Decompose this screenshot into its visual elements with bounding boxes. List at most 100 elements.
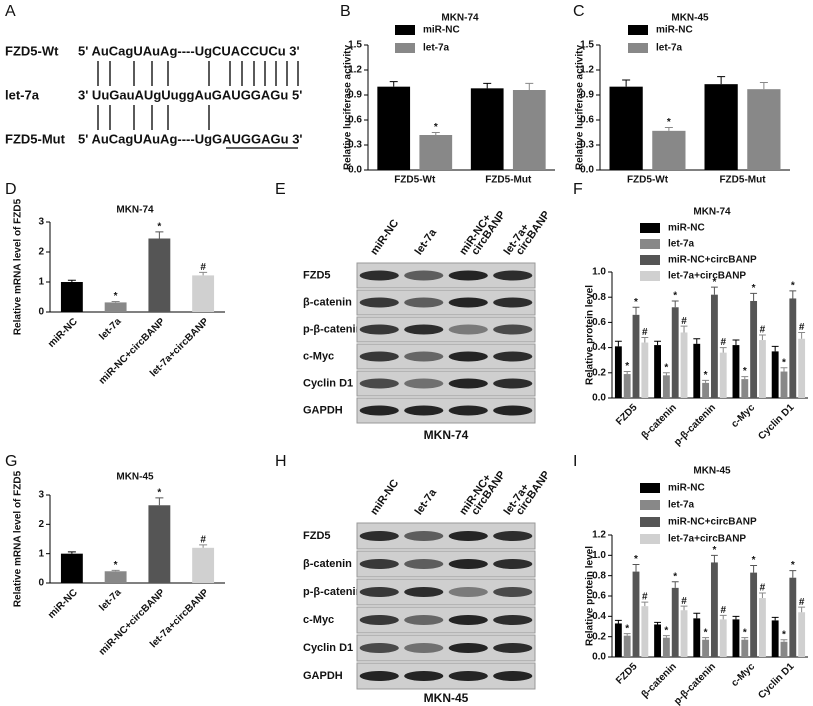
error-bar [789,290,797,299]
significance-mark: * [114,560,118,571]
panel-label: I [573,453,577,470]
legend-swatch [628,43,648,53]
error-bar [662,372,670,376]
blot-band [493,615,533,625]
bar [702,639,710,657]
bar [641,342,649,398]
y-tick-label: 1 [38,277,44,288]
bar [747,89,781,170]
bar [512,90,546,170]
error-bar [623,633,631,636]
y-tick-label: 0.4 [592,342,606,353]
significance-mark: * [743,366,747,377]
significance-mark: * [434,122,438,133]
chart-title: MKN-45 [693,466,731,477]
y-tick-label: 0.3 [580,140,594,151]
bar [680,332,688,398]
error-bar [732,339,740,346]
y-tick-label: 0.8 [592,292,606,303]
y-tick-label: 1.0 [592,267,606,278]
bar [789,577,797,657]
panel-label: D [5,181,17,198]
error-bar [771,345,779,352]
bar [704,84,738,170]
bar [614,623,622,657]
legend-label: miR-NC [668,223,705,234]
blot-band [448,643,488,653]
error-bar [710,554,718,563]
y-tick-label: 0 [38,307,44,318]
y-axis-label: Relative mRNA level of FZD5 [13,198,24,335]
bar [798,338,806,398]
blot-row-label: β-catenin [303,296,352,308]
error-bar [525,82,534,90]
blot-band [404,643,444,653]
legend-label: let-7a [668,500,695,511]
blot-band [448,671,488,681]
bar [614,346,622,398]
y-tick-label: 0.9 [580,90,594,101]
error-bar [732,615,740,620]
error-bar [680,325,688,333]
x-tick-label: p-β-catenin [672,661,718,706]
error-bar [632,563,640,572]
bar [771,351,779,398]
bar [192,547,215,583]
significance-mark: * [634,297,638,308]
error-bar [614,340,622,347]
blot-band [404,405,444,416]
y-tick-label: 1.2 [580,65,594,76]
legend-label: miR-NC [656,25,693,36]
bar [780,371,788,398]
sequence-name: let-7a [5,87,40,102]
blot-band [448,270,488,281]
blot-band [493,351,533,362]
error-bar [623,371,631,375]
blot-band [359,270,399,281]
blot-band [404,671,444,681]
error-bar [702,379,710,383]
blot-row-label: GAPDH [303,404,343,416]
legend-label: let-7a [423,43,450,54]
error-bar [671,581,679,588]
error-bar [662,635,670,638]
blot-band [448,297,488,308]
error-bar [483,82,492,89]
error-bar [798,331,806,339]
error-bar [710,286,718,295]
x-tick-label: β-catenin [640,661,679,700]
bar [623,374,631,398]
significance-mark: # [200,262,206,273]
bar [741,639,749,657]
significance-mark: # [200,535,206,546]
blot-row-label: β-catenin [303,558,352,570]
y-tick-label: 3 [38,217,44,228]
bar [641,606,649,657]
error-bar [111,301,120,303]
y-tick-label: 2 [38,519,44,530]
y-tick-label: 0.0 [592,652,606,663]
significance-mark: # [760,583,766,594]
blot-band [493,324,533,335]
significance-mark: * [752,283,756,294]
y-tick-label: 1 [38,548,44,559]
significance-mark: * [743,627,747,638]
y-axis-label: Relative luciferase activity [343,45,354,171]
x-tick-label: let-7a [97,587,124,614]
significance-mark: # [760,325,766,336]
x-tick-label: miR-NC [46,316,80,350]
x-tick-label: β-catenin [640,402,679,441]
chart-title: MKN-74 [693,207,731,218]
y-tick-label: 0.4 [592,611,606,622]
y-tick-label: 0.6 [592,591,606,602]
x-tick-label: Cyclin D1 [756,402,796,442]
y-tick-label: 1.5 [580,40,594,51]
legend-swatch [640,534,660,544]
bar [632,571,640,657]
error-bar [641,601,649,607]
chart-title: MKN-74 [441,13,479,24]
sequence-name: FZD5-Mut [5,131,66,146]
significance-mark: * [704,370,708,381]
x-tick-label: c-Myc [729,661,757,689]
error-bar [654,621,661,625]
